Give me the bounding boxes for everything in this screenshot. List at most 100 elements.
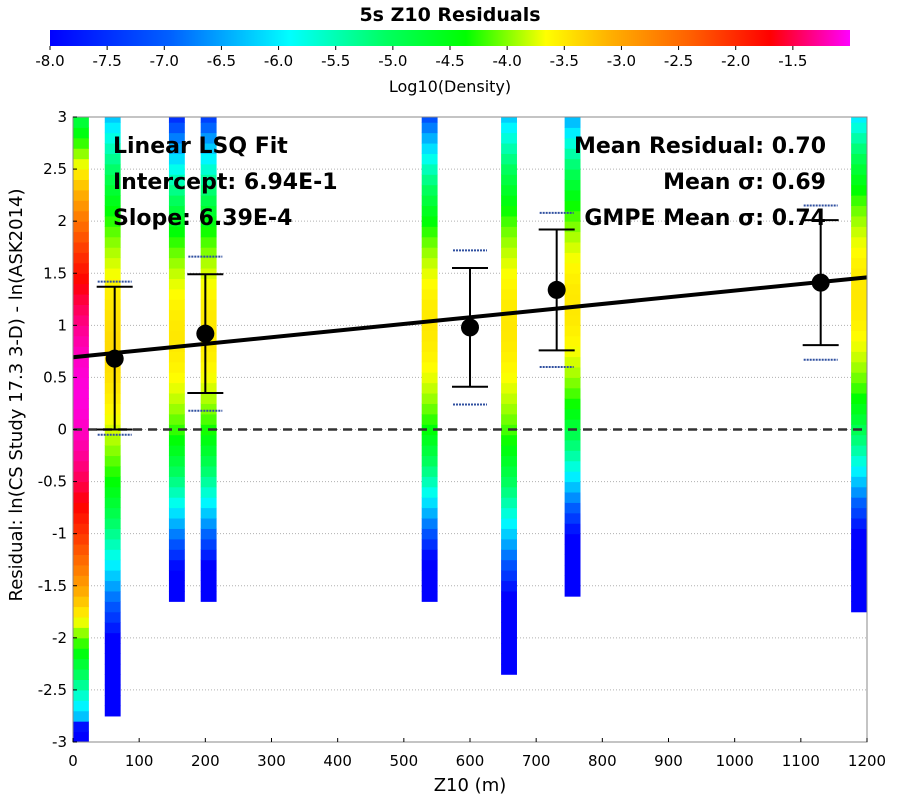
x-tick-label: 500: [390, 752, 419, 770]
density-cell: [421, 247, 438, 259]
colorbar-tick-label: -6.0: [264, 52, 293, 70]
density-cell: [200, 465, 217, 477]
density-cell: [104, 622, 121, 634]
density-cell: [501, 351, 517, 363]
density-cell: [168, 445, 185, 457]
density-cell: [73, 710, 89, 722]
density-cell: [73, 169, 89, 180]
density-cell: [421, 507, 438, 519]
density-cell: [501, 653, 517, 665]
density-cell: [104, 590, 121, 602]
density-cell: [564, 148, 581, 160]
density-cell: [73, 502, 89, 514]
density-cell: [200, 215, 217, 227]
colorbar-ticks: -8.0 -7.5 -7.0 -6.5 -6.0 -5.5 -5.0 -4.5 -4.0 -3.5…: [35, 46, 807, 70]
x-tick-label: 700: [522, 752, 551, 770]
density-cell: [104, 309, 121, 321]
density-cell: [851, 361, 867, 373]
density-cell: [168, 372, 185, 384]
density-cell: [104, 122, 121, 134]
density-cell: [501, 174, 517, 186]
x-axis-ticks: 0 100 200 300 400 500 600 700 800 900 1000 1100 1200: [68, 738, 886, 770]
density-cell: [200, 570, 217, 582]
density-cell: [168, 320, 185, 332]
density-cell: [73, 273, 89, 285]
residual-bin: [452, 249, 488, 406]
density-cell: [421, 372, 438, 384]
density-cell: [200, 455, 217, 467]
density-cell: [421, 122, 438, 134]
density-cell: [851, 268, 867, 279]
density-cell: [421, 205, 438, 217]
density-cell: [501, 518, 517, 529]
density-cell: [501, 268, 517, 279]
density-cell: [851, 278, 867, 290]
colorbar-tick-label: -6.5: [207, 52, 236, 70]
density-cell: [851, 445, 867, 457]
density-cell: [104, 497, 121, 509]
density-cell: [421, 476, 438, 488]
density-cell: [564, 189, 581, 201]
density-cell: [73, 325, 89, 337]
density-cell: [851, 455, 867, 467]
colorbar-tick-label: -2.5: [664, 52, 693, 70]
density-cell: [851, 486, 867, 498]
density-cell: [104, 465, 121, 477]
density-cell: [501, 611, 517, 623]
x-tick-label: 300: [257, 752, 286, 770]
annotation-mean-sigma: Mean σ: 0.69: [663, 170, 826, 195]
density-cell: [501, 528, 517, 540]
y-tick-label: -2.5: [38, 681, 67, 699]
density-cell: [421, 320, 438, 332]
density-cell: [851, 476, 867, 488]
density-cell: [168, 549, 185, 561]
density-cell: [564, 377, 581, 389]
density-cell: [421, 215, 438, 227]
density-cell: [168, 476, 185, 488]
density-cell: [104, 570, 121, 582]
density-cell: [851, 580, 867, 592]
density-cell: [73, 689, 89, 701]
density-cell: [501, 247, 517, 259]
density-column: [501, 117, 517, 675]
density-cell: [73, 460, 89, 472]
density-cell: [421, 393, 438, 404]
density-cell: [104, 288, 121, 300]
density-cell: [851, 528, 867, 540]
density-cell: [851, 174, 867, 186]
density-cell: [501, 205, 517, 217]
density-cell: [73, 669, 89, 680]
residual-bin: [538, 211, 575, 368]
density-cell: [501, 632, 517, 644]
density-cell: [73, 564, 89, 576]
density-cell: [501, 497, 517, 509]
x-tick-label: 1100: [782, 752, 820, 770]
density-cell: [501, 215, 517, 227]
density-cell: [104, 163, 121, 175]
density-cell: [421, 570, 438, 582]
x-axis-label: Z10 (m): [434, 775, 507, 796]
density-cell: [168, 288, 185, 300]
density-cell: [104, 528, 121, 540]
density-cell: [501, 601, 517, 613]
density-cell: [168, 351, 185, 363]
mean-marker: [547, 280, 566, 299]
density-cell: [564, 387, 581, 399]
density-cell: [73, 387, 89, 399]
y-tick-label: 3: [57, 108, 67, 126]
density-cell: [501, 195, 517, 207]
density-cell: [104, 507, 121, 519]
density-cell: [564, 117, 581, 128]
density-cell: [200, 403, 217, 415]
density-cell: [851, 288, 867, 300]
density-cell: [73, 721, 89, 733]
density-cell: [501, 184, 517, 196]
density-cell: [200, 590, 217, 602]
density-cell: [168, 403, 185, 415]
density-cell: [200, 278, 217, 290]
density-cell: [421, 403, 438, 415]
density-cell: [851, 184, 867, 196]
density-cell: [421, 518, 438, 529]
density-cell: [564, 127, 581, 139]
density-cell: [421, 268, 438, 279]
